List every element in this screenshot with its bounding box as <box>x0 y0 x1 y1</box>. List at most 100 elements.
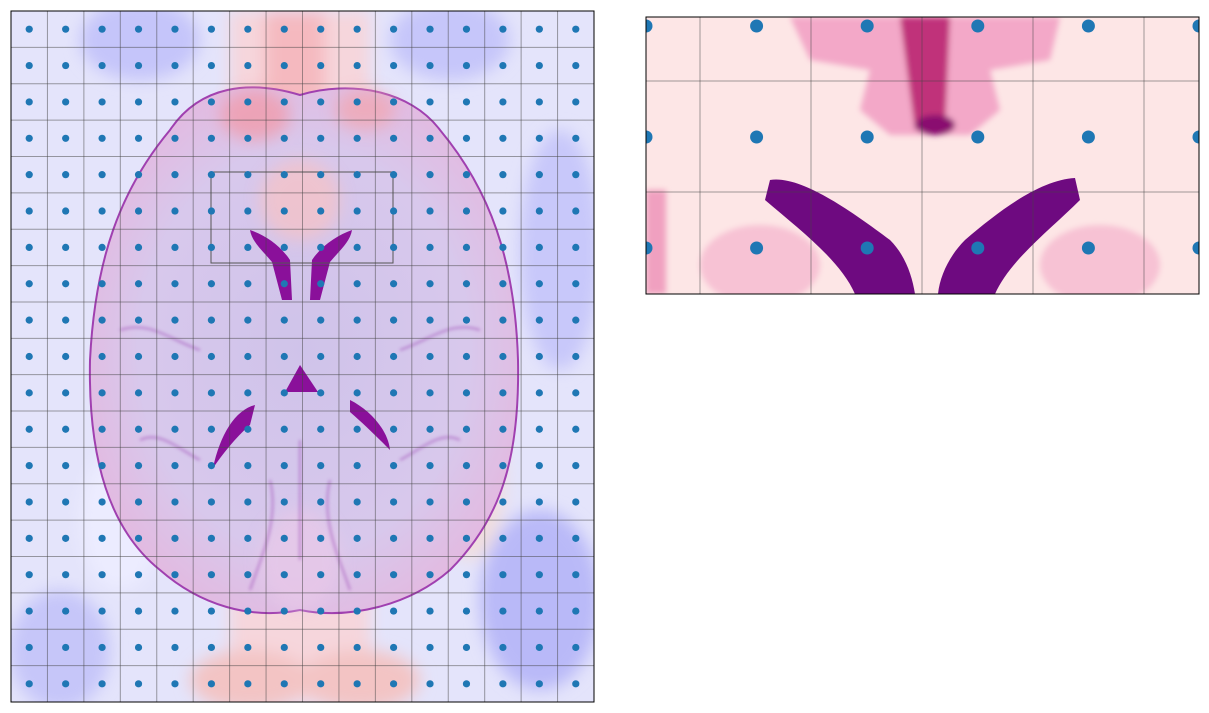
point <box>353 498 361 506</box>
point <box>353 243 361 251</box>
point <box>389 680 398 688</box>
point <box>62 680 70 688</box>
point <box>535 207 543 215</box>
point <box>207 134 216 142</box>
point <box>134 498 143 506</box>
point <box>98 643 106 652</box>
point <box>98 425 106 433</box>
point <box>572 389 580 397</box>
point <box>244 243 252 251</box>
point <box>25 352 33 361</box>
point <box>62 316 70 324</box>
point <box>25 389 33 397</box>
point <box>98 207 106 215</box>
point <box>25 498 33 506</box>
point <box>1192 130 1199 144</box>
point <box>317 389 325 397</box>
point <box>207 680 216 688</box>
point <box>389 425 398 433</box>
point <box>535 607 543 615</box>
point <box>572 316 580 324</box>
point <box>499 316 507 324</box>
point <box>280 316 288 324</box>
point <box>280 462 288 470</box>
point <box>317 607 325 615</box>
point <box>462 352 471 361</box>
point <box>462 643 471 652</box>
point <box>860 19 874 33</box>
point <box>572 207 580 215</box>
point <box>171 243 179 251</box>
point <box>317 462 325 470</box>
point <box>207 316 216 324</box>
point <box>750 241 764 255</box>
point <box>535 98 543 106</box>
point <box>244 498 252 506</box>
point <box>535 389 543 397</box>
point <box>353 462 361 470</box>
left-image <box>11 11 594 702</box>
point <box>244 680 252 688</box>
point <box>171 352 179 361</box>
point <box>572 462 580 470</box>
point <box>134 389 143 397</box>
point <box>244 643 252 652</box>
point <box>62 171 70 179</box>
point <box>971 241 985 255</box>
point <box>426 98 434 106</box>
point <box>134 207 143 215</box>
point <box>317 243 325 251</box>
point <box>98 280 106 288</box>
point <box>572 134 580 142</box>
point <box>389 389 398 397</box>
point <box>389 316 398 324</box>
point <box>280 534 288 542</box>
point <box>535 316 543 324</box>
point <box>426 680 434 688</box>
point <box>207 207 216 215</box>
point <box>134 425 143 433</box>
point <box>171 61 179 70</box>
point <box>462 462 471 470</box>
point <box>572 571 580 579</box>
point <box>353 134 361 142</box>
point <box>389 498 398 506</box>
point <box>535 243 543 251</box>
point <box>353 352 361 361</box>
point <box>171 25 179 33</box>
point <box>280 498 288 506</box>
point <box>535 352 543 361</box>
point <box>750 19 764 33</box>
point <box>207 571 216 579</box>
point <box>426 389 434 397</box>
point <box>171 534 179 542</box>
point <box>98 680 106 688</box>
point <box>134 534 143 542</box>
point <box>499 171 507 179</box>
right-frame <box>645 16 1200 295</box>
point <box>171 571 179 579</box>
point <box>134 134 143 142</box>
point <box>353 680 361 688</box>
point <box>171 680 179 688</box>
point <box>62 134 70 142</box>
point <box>98 352 106 361</box>
point <box>134 25 143 33</box>
point <box>353 643 361 652</box>
point <box>462 61 471 70</box>
point <box>280 243 288 251</box>
point <box>389 207 398 215</box>
point <box>389 134 398 142</box>
point <box>499 425 507 433</box>
point <box>134 462 143 470</box>
point <box>317 425 325 433</box>
point <box>426 498 434 506</box>
point <box>98 534 106 542</box>
point <box>280 425 288 433</box>
point <box>499 134 507 142</box>
point <box>572 498 580 506</box>
point <box>62 98 70 106</box>
point <box>244 98 252 106</box>
point <box>499 607 507 615</box>
